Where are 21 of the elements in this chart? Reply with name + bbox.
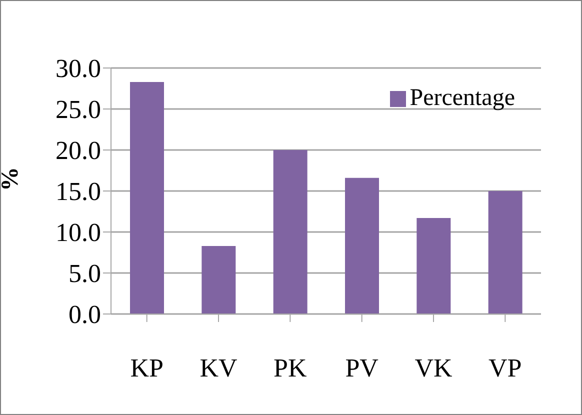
y-tick-label: 25.0 bbox=[56, 95, 101, 124]
x-tick-label: KV bbox=[200, 353, 238, 382]
x-tick-label: PV bbox=[345, 353, 379, 382]
bar bbox=[488, 191, 522, 314]
bar bbox=[345, 178, 379, 314]
bar bbox=[416, 218, 451, 314]
y-tick-label: 15.0 bbox=[56, 177, 101, 206]
y-tick-label: 5.0 bbox=[68, 259, 101, 288]
x-tick-label: KP bbox=[130, 353, 164, 382]
y-tick-label: 0.0 bbox=[68, 300, 101, 330]
y-tick-label: 20.0 bbox=[56, 136, 101, 166]
y-tick-label: 10.0 bbox=[56, 218, 101, 248]
bar bbox=[130, 82, 164, 314]
bar bbox=[273, 150, 308, 314]
bar bbox=[202, 246, 236, 314]
x-tick-label: VP bbox=[488, 353, 522, 382]
y-tick-label: 30.0 bbox=[56, 54, 101, 84]
x-tick-label: PK bbox=[274, 353, 307, 382]
x-tick-label: VK bbox=[414, 353, 452, 382]
legend-label: Percentage bbox=[410, 85, 515, 111]
y-axis-title: % bbox=[0, 167, 24, 191]
